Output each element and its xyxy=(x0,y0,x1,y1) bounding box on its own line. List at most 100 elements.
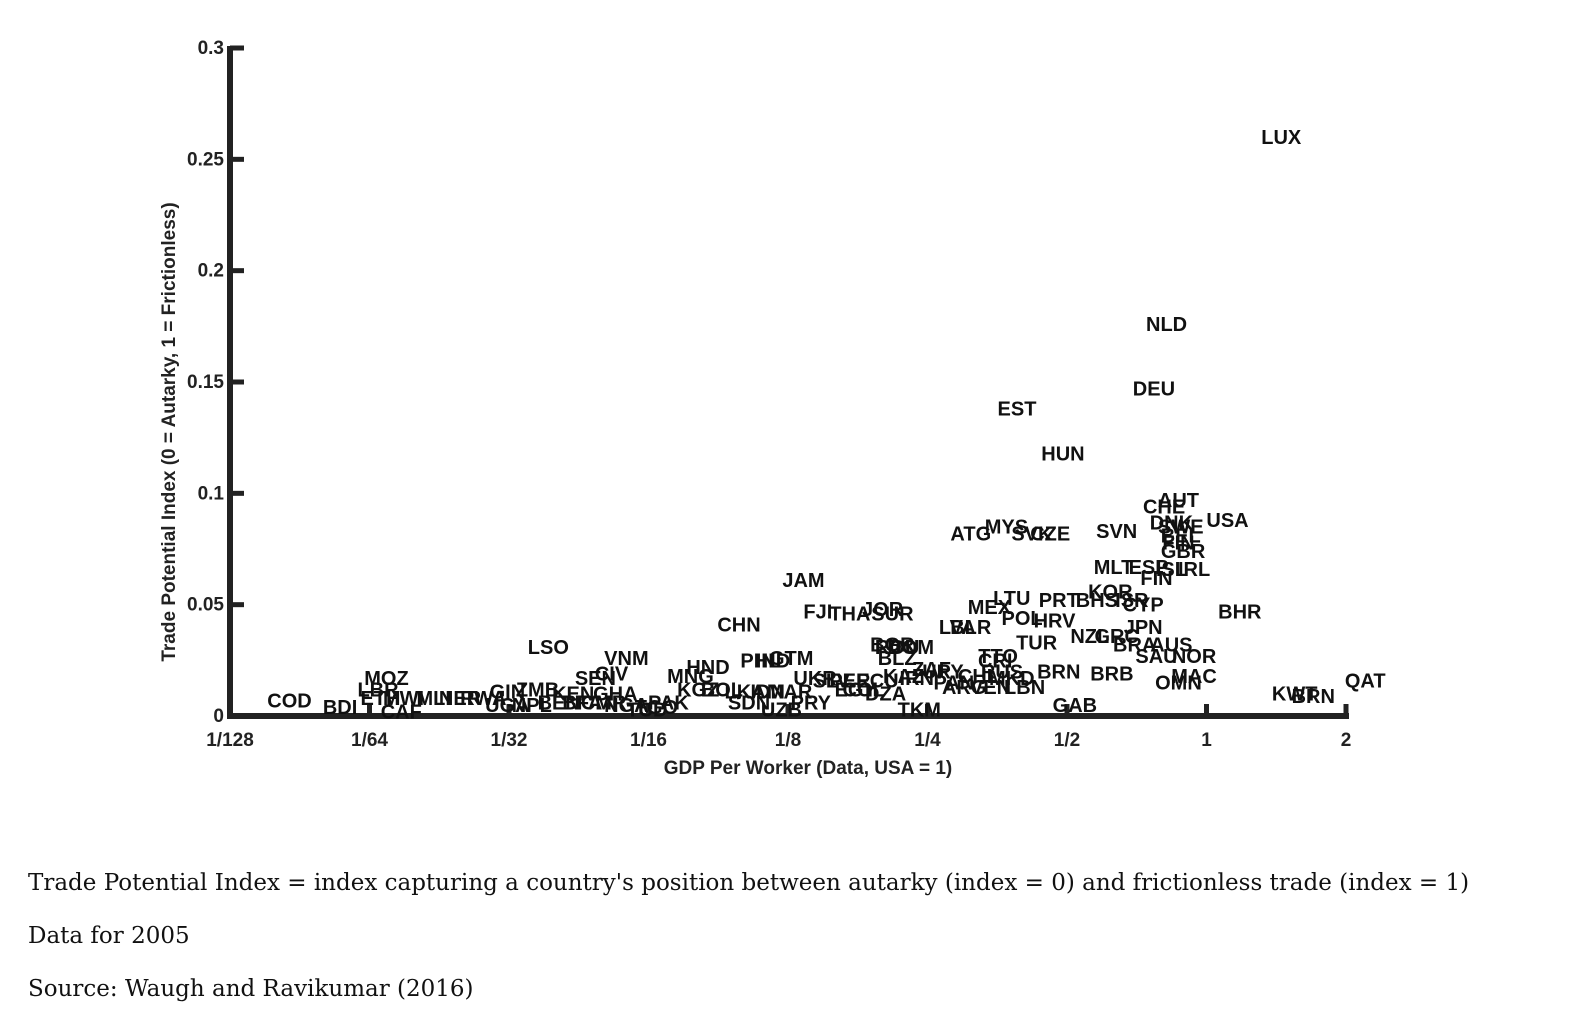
country-point-label: FJI xyxy=(803,601,832,623)
country-label-dense: CMR xyxy=(581,693,627,715)
country-point-label: HUN xyxy=(1041,443,1084,465)
country-point-label: CHE xyxy=(1143,497,1185,519)
country-label-dense: PER xyxy=(829,670,871,692)
x-tick-label: 1 xyxy=(1201,730,1212,751)
country-point-label: DOM xyxy=(887,637,934,659)
country-point-label: BEL xyxy=(1161,526,1201,548)
country-point-label: BRN xyxy=(1037,661,1080,683)
country-point-label: IRL xyxy=(1178,559,1210,581)
country-label-dense: PRY xyxy=(791,693,832,715)
country-point-label: SVN xyxy=(1096,521,1137,543)
y-tick-label: 0.1 xyxy=(198,483,225,504)
source-note: Source: Waugh and Ravikumar (2016) xyxy=(28,976,474,1002)
y-ticks: 0 0.05 0.1 0.15 0.2 0.25 0.3 xyxy=(187,38,244,727)
country-point-label: THA xyxy=(829,604,870,626)
country-point-label: SVK xyxy=(1011,523,1053,545)
country-point-label: GBR xyxy=(1161,541,1206,563)
country-point-label: CHN xyxy=(717,615,760,637)
country-point-label: LSO xyxy=(528,637,569,659)
x-tick-label: 1/128 xyxy=(206,730,254,751)
country-point-label: AUT xyxy=(1158,490,1199,512)
country-point-label: BRN xyxy=(1292,686,1335,708)
y-tick-label: 0.2 xyxy=(198,261,224,282)
country-point-label: CZE xyxy=(1030,523,1070,545)
x-tick-label: 1/8 xyxy=(775,730,801,751)
axes xyxy=(227,46,1349,719)
country-point-label: VNM xyxy=(604,648,648,670)
country-label-dense: VEN xyxy=(970,677,1011,699)
country-point-label: ATG xyxy=(950,523,991,545)
x-tick-label: 1/32 xyxy=(491,730,528,751)
country-point-label: NOR xyxy=(1172,646,1217,668)
country-label-dense: BOL xyxy=(701,679,743,701)
country-point-label: BGR xyxy=(870,635,915,657)
country-point-label: KOR xyxy=(1088,581,1133,603)
y-tick-label: 0.05 xyxy=(187,595,224,616)
x-tick-label: 1/4 xyxy=(914,730,941,751)
country-point-label: SAU xyxy=(1135,646,1177,668)
country-point-label: ETH xyxy=(360,688,400,710)
country-point-label: CRI xyxy=(978,650,1012,672)
country-point-label: SUR xyxy=(871,604,914,626)
country-point-label: PHL xyxy=(740,650,780,672)
data-year-note: Data for 2005 xyxy=(28,923,190,949)
country-point-label: FIN xyxy=(1140,568,1172,590)
x-ticks: 1/128 1/64 1/32 1/16 1/8 1/4 1/2 1 2 xyxy=(206,704,1351,751)
country-point-label: SWE xyxy=(1158,517,1204,539)
country-label-dense: LKA xyxy=(725,682,766,704)
country-point-label: EST xyxy=(998,399,1037,421)
country-label-dense: KAZ xyxy=(883,666,924,688)
country-point-label: COD xyxy=(267,690,311,712)
country-point-label: PRT xyxy=(1039,590,1079,612)
country-point-label: KEN xyxy=(552,684,594,706)
country-point-label: UZB xyxy=(761,699,802,721)
country-label-dense: URY xyxy=(922,661,964,683)
country-point-label: LTU xyxy=(993,588,1030,610)
country-label-dense: NPL xyxy=(512,695,552,717)
country-label-dense: UGA xyxy=(485,695,529,717)
country-point-label: ISR xyxy=(1115,590,1149,612)
country-point-label: JPN xyxy=(1124,617,1163,639)
country-point-label: MNG xyxy=(667,666,714,688)
country-label-dense: IDN xyxy=(750,682,784,704)
country-label-dense: MLI xyxy=(417,688,451,710)
country-label-dense: COL xyxy=(843,679,885,701)
country-point-label: HRV xyxy=(1034,610,1077,632)
x-tick-label: 1/16 xyxy=(630,730,667,751)
country-label-dense: ECU xyxy=(856,670,898,692)
country-point-label: MWI xyxy=(383,688,424,710)
country-label-dense: PAN xyxy=(933,673,974,695)
country-point-label: HND xyxy=(686,657,729,679)
country-point-label: QAT xyxy=(1345,670,1386,692)
country-point-label: TTO xyxy=(978,646,1018,668)
country-point-label: BRA xyxy=(1113,635,1156,657)
x-axis-title: GDP Per Worker (Data, USA = 1) xyxy=(664,758,952,779)
country-point-label: POL xyxy=(1002,608,1043,630)
country-point-label: DNK xyxy=(1150,512,1194,534)
country-point-label: LVA xyxy=(939,617,976,639)
country-point-label: ISL xyxy=(1156,559,1187,581)
country-point-label: CIV xyxy=(595,664,629,686)
country-point-label: AUS xyxy=(1150,635,1192,657)
x-tick-label: 1/2 xyxy=(1054,730,1080,751)
country-point-label: GHA xyxy=(593,684,637,706)
country-point-label: GTM xyxy=(769,648,813,670)
y-tick-label: 0.15 xyxy=(187,372,224,393)
country-point-label: DEU xyxy=(1133,379,1175,401)
x-tick-label: 1/64 xyxy=(351,730,388,751)
country-label-dense: CHL xyxy=(958,666,999,688)
country-label-dense: IRN xyxy=(900,668,934,690)
country-point-label: ZMB xyxy=(516,679,559,701)
country-point-label: MYS xyxy=(985,517,1028,539)
country-point-label: TKM xyxy=(898,699,941,721)
country-point-label: ROU xyxy=(875,637,919,659)
x-tick-label: 2 xyxy=(1341,730,1352,751)
country-point-label: BLZ xyxy=(878,648,917,670)
y-axis-title: Trade Potential Index (0 = Autarky, 1 = … xyxy=(159,202,180,661)
country-point-label: MOZ xyxy=(364,668,408,690)
scatter-chart: 0 0.05 0.1 0.15 0.2 0.25 0.3 1/128 1/64 1/32 1/16… xyxy=(159,38,1386,779)
country-label-dense: NER xyxy=(439,688,482,710)
country-point-label: TGO xyxy=(635,697,678,719)
country-point-label: IND xyxy=(756,650,790,672)
